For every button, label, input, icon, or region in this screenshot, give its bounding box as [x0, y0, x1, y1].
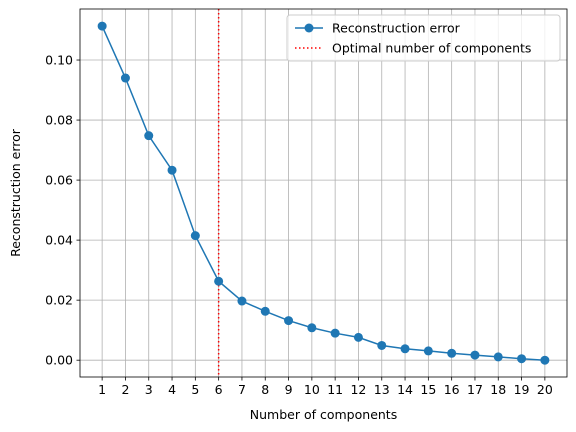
plot-frame	[79, 8, 568, 378]
data-point	[97, 21, 107, 31]
data-point	[214, 276, 224, 286]
y-tick-label: 0.08	[45, 113, 73, 128]
x-tick-label: 3	[145, 382, 153, 397]
data-point	[144, 131, 154, 141]
series-layer	[97, 21, 550, 365]
data-point	[120, 73, 130, 83]
data-point	[493, 352, 503, 362]
x-tick-label: 15	[420, 382, 436, 397]
y-tick-label: 0.00	[45, 353, 73, 368]
data-point	[284, 316, 294, 326]
x-tick-label: 14	[397, 382, 413, 397]
x-tick-label: 17	[467, 382, 483, 397]
x-tick-label: 8	[261, 382, 269, 397]
data-point	[377, 340, 387, 350]
x-tick-label: 6	[215, 382, 223, 397]
x-tick-label: 5	[191, 382, 199, 397]
data-point	[237, 296, 247, 306]
legend-marker-icon	[304, 23, 314, 33]
legend-box	[286, 14, 561, 62]
data-point	[330, 328, 340, 338]
x-tick-label: 12	[350, 382, 366, 397]
data-point	[517, 354, 527, 364]
x-tick-label: 18	[490, 382, 506, 397]
x-tick-label: 13	[374, 382, 390, 397]
data-point	[470, 350, 480, 360]
data-point	[167, 165, 177, 175]
x-tick-label: 7	[238, 382, 246, 397]
legend-label-reconstruction-error: Reconstruction error	[332, 21, 461, 36]
legend: Reconstruction error Optimal number of c…	[286, 14, 561, 62]
x-tick-label: 16	[444, 382, 460, 397]
y-tick-label: 0.06	[45, 173, 73, 188]
plot-area	[80, 9, 567, 377]
data-point	[260, 306, 270, 316]
data-point	[423, 346, 433, 356]
data-point	[447, 348, 457, 358]
y-axis-label: Reconstruction error	[8, 128, 23, 257]
data-point	[353, 332, 363, 342]
y-axis-ticks: 0.00 0.02 0.04 0.06 0.08 0.10	[45, 53, 80, 368]
x-tick-label: 20	[537, 382, 553, 397]
data-point	[400, 344, 410, 354]
data-point	[307, 323, 317, 333]
x-tick-label: 2	[121, 382, 129, 397]
x-axis-label: Number of components	[250, 407, 397, 422]
x-tick-label: 4	[168, 382, 176, 397]
x-axis-ticks: 1 2 3 4 5 6 7 8 9 10 11 12 13 14 15 16 17 18 19 20	[98, 377, 553, 397]
data-point	[540, 355, 550, 365]
x-tick-label: 10	[304, 382, 320, 397]
x-tick-label: 19	[514, 382, 530, 397]
y-tick-label: 0.04	[45, 233, 73, 248]
x-tick-label: 1	[98, 382, 106, 397]
y-tick-label: 0.10	[45, 53, 73, 68]
x-tick-label: 11	[327, 382, 343, 397]
x-tick-label: 9	[285, 382, 293, 397]
data-point	[190, 231, 200, 241]
legend-label-optimal-components: Optimal number of components	[332, 41, 531, 56]
y-tick-label: 0.02	[45, 293, 73, 308]
